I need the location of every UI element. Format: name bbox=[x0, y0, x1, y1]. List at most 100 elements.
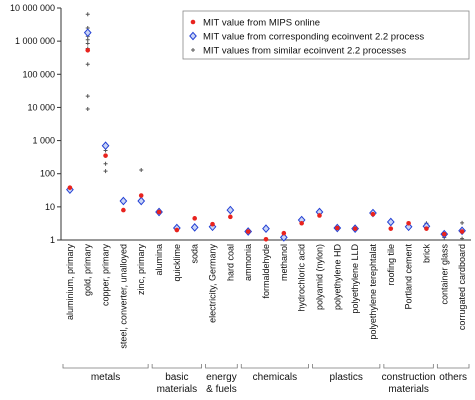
similar-process-point bbox=[103, 161, 108, 166]
mips-online-point bbox=[174, 227, 180, 233]
ecoinvent-point bbox=[226, 205, 235, 215]
similar-process-point bbox=[85, 12, 90, 17]
category-label: steel, converter, unalloyed bbox=[118, 244, 128, 349]
y-axis-ticks: 1 10 100 1 000 10 000 100 000 1 000 000 10 000 … bbox=[10, 3, 61, 245]
legend-marker-dot bbox=[190, 19, 196, 25]
y-tick-label: 10 000 000 bbox=[10, 3, 55, 13]
ecoinvent-point bbox=[279, 233, 288, 242]
mips-online-point bbox=[263, 236, 269, 242]
category-label: hard coal bbox=[225, 244, 235, 281]
similar-process-point bbox=[85, 62, 90, 67]
y-tick-label: 1 bbox=[50, 235, 55, 245]
category-label: quicklime bbox=[172, 244, 182, 282]
category-label: polyamid (nylon) bbox=[314, 244, 324, 310]
mips-online-point bbox=[121, 207, 126, 213]
ecoinvent-point bbox=[101, 141, 110, 151]
ecoinvent-point bbox=[386, 217, 395, 227]
similar-process-point bbox=[85, 37, 90, 42]
mips-online-point bbox=[228, 214, 233, 220]
group-bracket bbox=[436, 364, 470, 369]
category-label: copper, primary bbox=[101, 244, 111, 307]
legend-marker-diamond bbox=[189, 31, 197, 41]
similar-process-point bbox=[85, 94, 90, 99]
ecoinvent-point bbox=[262, 224, 270, 234]
group-label: construction bbox=[382, 372, 436, 383]
category-label: container glass bbox=[439, 244, 449, 305]
group-bracket bbox=[312, 364, 381, 369]
category-label: polyethylene terephtalat bbox=[368, 244, 378, 340]
mips-online-point bbox=[103, 153, 108, 158]
category-label: gold, primary bbox=[83, 244, 93, 297]
group-bracket bbox=[205, 364, 238, 369]
y-tick-label: 100 000 bbox=[22, 69, 55, 79]
group-label: metals bbox=[91, 372, 120, 383]
mips-online-point bbox=[317, 213, 322, 218]
similar-process-point bbox=[460, 220, 465, 225]
legend-label: MIT value from corresponding ecoinvent 2… bbox=[203, 32, 424, 43]
category-label: roofing tile bbox=[386, 244, 396, 286]
similar-process-point bbox=[85, 41, 90, 46]
mips-online-point bbox=[192, 216, 197, 221]
category-label: alumina bbox=[154, 244, 164, 276]
y-tick-label: 1 000 bbox=[32, 136, 55, 146]
mips-online-point bbox=[352, 226, 358, 231]
group-label: basic bbox=[165, 372, 188, 383]
category-label: methanol bbox=[279, 244, 289, 281]
legend-marker-plus bbox=[191, 48, 195, 52]
mips-online-point bbox=[67, 185, 73, 190]
group-label: energy bbox=[206, 372, 237, 383]
category-label: Portland cement bbox=[404, 244, 414, 310]
y-tick-label: 10 000 bbox=[27, 102, 55, 112]
ecoinvent-point bbox=[404, 222, 413, 232]
group-bracket bbox=[240, 364, 309, 369]
y-tick-label: 100 bbox=[40, 169, 55, 179]
ecoinvent-point bbox=[83, 28, 92, 38]
group-label: materials bbox=[157, 384, 198, 395]
ecoinvent-point bbox=[137, 196, 146, 206]
category-label: brick bbox=[421, 244, 431, 264]
category-label: zinc, primary bbox=[136, 244, 146, 296]
group-label: others bbox=[439, 372, 467, 383]
group-bracket bbox=[151, 364, 203, 369]
group-label: chemicals bbox=[253, 372, 297, 383]
mips-online-point bbox=[245, 229, 251, 234]
category-label: aluminium, primary bbox=[65, 244, 75, 321]
group-bracket bbox=[383, 364, 434, 369]
category-label: polyethylene LLD bbox=[350, 244, 360, 314]
legend-label: MIT value from MIPS online bbox=[203, 18, 320, 29]
ecoinvent-point bbox=[190, 223, 199, 232]
category-label: ammonia bbox=[243, 244, 253, 281]
similar-process-point bbox=[85, 106, 90, 111]
mips-online-point bbox=[335, 225, 340, 231]
y-tick-label: 1 000 000 bbox=[15, 36, 55, 46]
category-label: soda bbox=[190, 244, 200, 264]
category-label: polyethylene HD bbox=[332, 244, 342, 311]
legend-box bbox=[182, 10, 470, 60]
mips-online-point bbox=[388, 226, 394, 231]
similar-process-point bbox=[460, 236, 465, 241]
mips-online-point bbox=[85, 47, 91, 53]
group-label: plastics bbox=[330, 372, 363, 383]
mips-online-point bbox=[459, 229, 465, 234]
category-labels: aluminium, primary gold, primary copper, p… bbox=[65, 244, 467, 349]
group-label: & fuels bbox=[206, 384, 237, 395]
mips-online-point bbox=[281, 230, 287, 236]
legend-label: MIT values from similar ecoinvent 2.2 pr… bbox=[203, 46, 406, 57]
mips-online-point bbox=[406, 220, 411, 226]
y-tick-label: 10 bbox=[45, 202, 55, 212]
mips-online-point bbox=[156, 209, 162, 215]
ecoinvent-point bbox=[119, 196, 128, 206]
category-label: hydrochloric acid bbox=[297, 244, 307, 312]
mips-online-point bbox=[210, 221, 215, 227]
mips-online-point bbox=[441, 231, 447, 237]
category-label: corrugated cardboard bbox=[457, 244, 467, 330]
legend: MIT value from MIPS online MIT value from… bbox=[182, 10, 470, 60]
similar-process-point bbox=[103, 169, 108, 174]
group-label: materials bbox=[388, 384, 429, 395]
mips-online-point bbox=[138, 193, 144, 198]
group-bracket bbox=[62, 364, 149, 369]
category-label: electricity, Germany bbox=[208, 244, 218, 323]
category-label: formaldehyde bbox=[261, 244, 271, 299]
